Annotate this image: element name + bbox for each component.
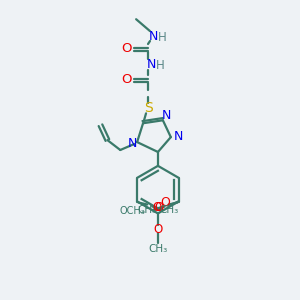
Text: CH₃: CH₃ <box>137 206 156 215</box>
Text: H: H <box>158 31 166 44</box>
Text: N: N <box>162 109 172 122</box>
Text: N: N <box>128 136 137 150</box>
Text: O: O <box>153 223 163 236</box>
Text: O: O <box>121 73 131 86</box>
Text: N: N <box>146 58 156 71</box>
Text: O: O <box>121 42 131 56</box>
Text: OCH₃: OCH₃ <box>119 206 145 216</box>
Text: S: S <box>144 101 152 116</box>
Text: CH₃: CH₃ <box>148 244 168 254</box>
Text: N: N <box>174 130 183 142</box>
Text: O: O <box>154 201 163 214</box>
Text: CH₃: CH₃ <box>159 206 179 215</box>
Text: O: O <box>161 196 171 209</box>
Text: H: H <box>155 59 164 72</box>
Text: N: N <box>148 30 158 43</box>
Text: O: O <box>152 201 162 214</box>
